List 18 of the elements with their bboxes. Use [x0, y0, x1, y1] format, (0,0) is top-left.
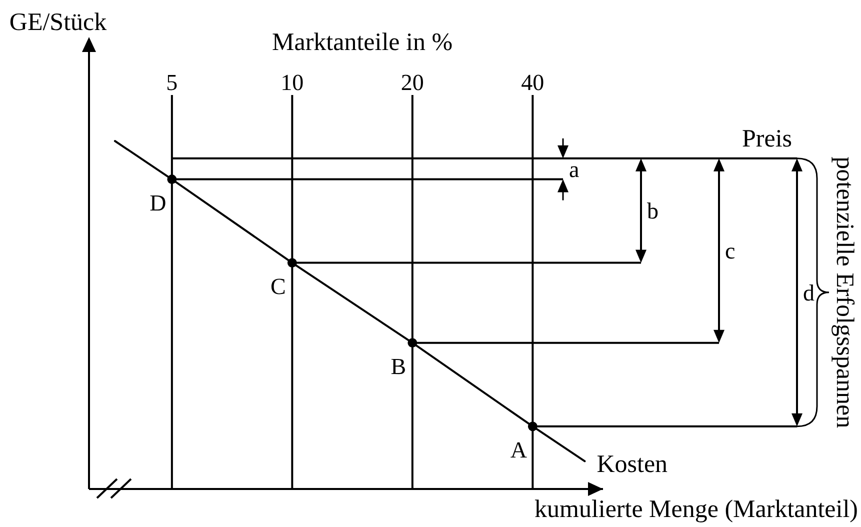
- y-axis-title: GE/Stück: [9, 9, 108, 36]
- text: b: [647, 198, 658, 224]
- annotation: a: [569, 156, 580, 182]
- annotation: B: [390, 354, 406, 379]
- text: c: [725, 238, 736, 264]
- x-tick-label: 40: [521, 70, 544, 95]
- x-tick-label: 10: [280, 70, 304, 95]
- ref-line-label: Preis: [742, 125, 792, 152]
- x-axis-title: kumulierte Menge (Marktanteil): [534, 496, 858, 523]
- series-label: Kosten: [596, 451, 668, 478]
- text: potenzielle Erfolgsspannen: [832, 156, 858, 429]
- text: d: [803, 280, 815, 305]
- x-tick-label: 20: [400, 70, 424, 95]
- annotation: A: [510, 437, 528, 462]
- x-tick-label: 5: [166, 70, 178, 95]
- x2-axis-title: Marktanteile in %: [272, 29, 453, 56]
- annotation: C: [270, 274, 286, 299]
- annotation: D: [150, 190, 166, 216]
